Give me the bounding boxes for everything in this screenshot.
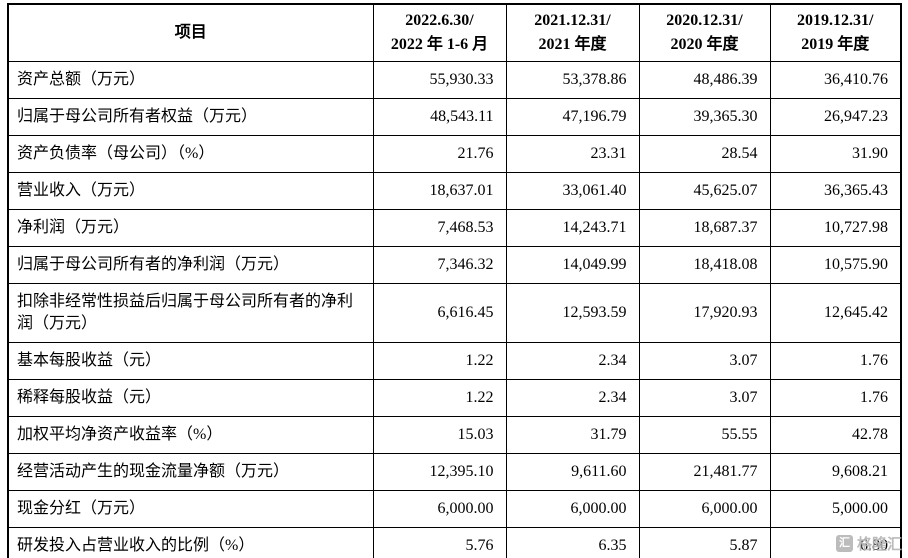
financial-table: 项目 2022.6.30/ 2022 年 1-6 月 2021.12.31/ 2… [7,3,902,558]
table-row: 资产总额（万元） 55,930.33 53,378.86 48,486.39 36,41… [7,61,902,99]
value-cell: 14,049.99 [505,246,640,284]
value-cell: 36,365.43 [769,172,902,210]
value-cell: 42.78 [769,416,902,454]
item-cell: 稀释每股收益（元） [7,379,374,417]
value-cell: 1.76 [769,342,902,380]
value-cell: 10,575.90 [769,246,902,284]
table-row: 扣除非经常性损益后归属于母公司所有者的净利润（万元） 6,616.45 12,593… [7,283,902,343]
item-cell: 基本每股收益（元） [7,342,374,380]
item-cell: 归属于母公司所有者权益（万元） [7,98,374,136]
header-period-2022-label: 2022 年 1-6 月 [390,36,489,53]
value-cell: 7,346.32 [372,246,507,284]
value-cell: 31.79 [505,416,640,454]
value-cell: 1.22 [372,379,507,417]
value-cell: 55.55 [638,416,771,454]
table-header: 项目 2022.6.30/ 2022 年 1-6 月 2021.12.31/ 2… [7,3,902,62]
value-cell: 12,395.10 [372,453,507,491]
value-cell: 12,593.59 [505,283,640,343]
value-cell: 53,378.86 [505,61,640,99]
header-period-2021-date: 2021.12.31/ [534,12,611,29]
financial-table-container: 项目 2022.6.30/ 2022 年 1-6 月 2021.12.31/ 2… [7,3,902,558]
value-cell: 9,611.60 [505,453,640,491]
value-cell: 3.07 [638,379,771,417]
gelonghui-watermark: 汇 格隆汇 [835,533,902,554]
item-cell: 经营活动产生的现金流量净额（万元） [7,453,374,491]
header-period-2020: 2020.12.31/ 2020 年度 [638,3,771,62]
value-cell: 9,608.21 [769,453,902,491]
value-cell: 5.76 [372,527,507,558]
value-cell: 39,365.30 [638,98,771,136]
value-cell: 28.54 [638,135,771,173]
item-cell: 净利润（万元） [7,209,374,247]
value-cell: 5.87 [638,527,771,558]
value-cell: 2.34 [505,379,640,417]
item-cell: 加权平均净资产收益率（%） [7,416,374,454]
item-cell: 现金分红（万元） [7,490,374,528]
item-cell: 营业收入（万元） [7,172,374,210]
item-cell: 研发投入占营业收入的比例（%） [7,527,374,558]
header-period-2021-label: 2021 年度 [538,36,607,53]
value-cell: 3.07 [638,342,771,380]
value-cell: 33,061.40 [505,172,640,210]
header-item-column: 项目 [7,3,374,62]
table-body: 资产总额（万元） 55,930.33 53,378.86 48,486.39 36,41… [7,61,902,558]
header-period-2022-date: 2022.6.30/ [405,12,474,29]
value-cell: 55,930.33 [372,61,507,99]
value-cell: 21,481.77 [638,453,771,491]
value-cell: 7,468.53 [372,209,507,247]
value-cell: 12,645.42 [769,283,902,343]
header-period-2020-date: 2020.12.31/ [666,12,743,29]
value-cell: 48,543.11 [372,98,507,136]
table-row: 稀释每股收益（元） 1.22 2.34 3.07 1.76 [7,379,902,417]
value-cell: 45,625.07 [638,172,771,210]
value-cell: 6,000.00 [505,490,640,528]
table-row: 加权平均净资产收益率（%） 15.03 31.79 55.55 42.78 [7,416,902,454]
table-row: 经营活动产生的现金流量净额（万元） 12,395.10 9,611.60 21,481… [7,453,902,491]
header-period-2019-label: 2019 年度 [801,36,870,53]
value-cell: 15.03 [372,416,507,454]
item-cell: 扣除非经常性损益后归属于母公司所有者的净利润（万元） [7,283,374,343]
item-cell: 资产负债率（母公司）（%） [7,135,374,173]
watermark-text: 格隆汇 [856,536,902,553]
table-row: 现金分红（万元） 6,000.00 6,000.00 6,000.00 5,000.00 [7,490,902,528]
value-cell: 1.22 [372,342,507,380]
value-cell: 21.76 [372,135,507,173]
table-row: 归属于母公司所有者的净利润（万元） 7,346.32 14,049.99 18,418… [7,246,902,284]
value-cell: 6.35 [505,527,640,558]
header-period-2019: 2019.12.31/ 2019 年度 [769,3,902,62]
header-period-2021: 2021.12.31/ 2021 年度 [505,3,640,62]
value-cell: 6,000.00 [638,490,771,528]
value-cell: 47,196.79 [505,98,640,136]
value-cell: 10,727.98 [769,209,902,247]
header-row: 项目 2022.6.30/ 2022 年 1-6 月 2021.12.31/ 2… [7,3,902,62]
value-cell: 18,687.37 [638,209,771,247]
table-row: 研发投入占营业收入的比例（%） 5.76 6.35 5.87 6.80 [7,527,902,558]
item-cell: 资产总额（万元） [7,61,374,99]
value-cell: 18,637.01 [372,172,507,210]
table-row: 归属于母公司所有者权益（万元） 48,543.11 47,196.79 39,365.… [7,98,902,136]
table-row: 营业收入（万元） 18,637.01 33,061.40 45,625.07 36,36… [7,172,902,210]
value-cell: 18,418.08 [638,246,771,284]
header-period-2020-label: 2020 年度 [670,36,739,53]
header-period-2019-date: 2019.12.31/ [797,12,874,29]
value-cell: 5,000.00 [769,490,902,528]
value-cell: 2.34 [505,342,640,380]
table-row: 基本每股收益（元） 1.22 2.34 3.07 1.76 [7,342,902,380]
table-row: 资产负债率（母公司）（%） 21.76 23.31 28.54 31.90 [7,135,902,173]
item-cell: 归属于母公司所有者的净利润（万元） [7,246,374,284]
value-cell: 6,000.00 [372,490,507,528]
header-period-2022: 2022.6.30/ 2022 年 1-6 月 [372,3,507,62]
value-cell: 17,920.93 [638,283,771,343]
value-cell: 26,947.23 [769,98,902,136]
value-cell: 36,410.76 [769,61,902,99]
value-cell: 6,616.45 [372,283,507,343]
value-cell: 1.76 [769,379,902,417]
table-row: 净利润（万元） 7,468.53 14,243.71 18,687.37 10,727.… [7,209,902,247]
value-cell: 23.31 [505,135,640,173]
value-cell: 48,486.39 [638,61,771,99]
watermark-logo-icon: 汇 [835,535,853,552]
value-cell: 31.90 [769,135,902,173]
value-cell: 6.80 [769,527,902,558]
value-cell: 14,243.71 [505,209,640,247]
